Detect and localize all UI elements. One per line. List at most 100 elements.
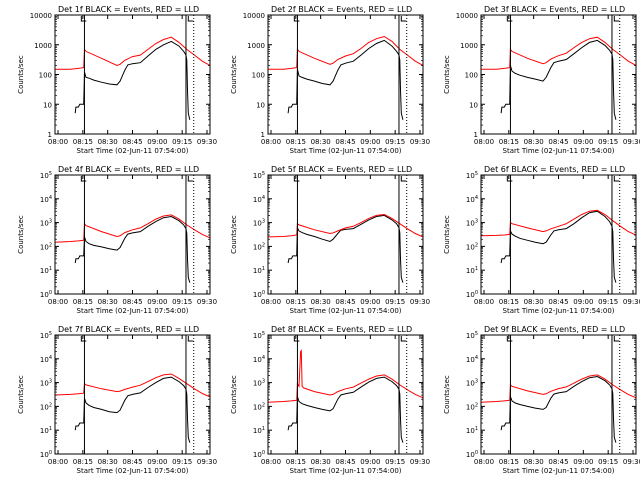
interval-flag (400, 176, 407, 182)
x-tick-label: 09:30 (623, 138, 640, 146)
interval-flag (400, 16, 407, 22)
x-tick-label: 08:45 (335, 298, 355, 306)
x-tick-label: 09:00 (573, 298, 593, 306)
panel-title: Det 5f BLACK = Events, RED = LLD (271, 165, 412, 174)
y-axis-title: Counts/sec (17, 55, 25, 94)
y-tick-label: 100 (39, 72, 52, 80)
x-tick-label: 08:45 (335, 458, 355, 466)
y-tick-label: 102 (253, 242, 265, 251)
y-tick-label: 105 (253, 171, 265, 180)
panel-title: Det 8f BLACK = Events, RED = LLD (271, 325, 412, 334)
y-tick-label: 105 (466, 171, 478, 180)
x-axis-title: Start Time (02-Jun-11 07:54:00) (503, 147, 615, 155)
x-tick-label: 09:00 (360, 138, 380, 146)
panel-title: Det 4f BLACK = Events, RED = LLD (58, 165, 199, 174)
x-tick-label: 09:30 (410, 138, 430, 146)
x-tick-label: 08:30 (311, 458, 331, 466)
events-series-line (500, 210, 617, 283)
x-tick-label: 08:45 (122, 298, 142, 306)
x-tick-label: 08:15 (73, 298, 93, 306)
y-tick-label: 100 (466, 450, 478, 459)
y-tick-label: 100 (252, 72, 265, 80)
x-tick-label: 09:00 (147, 138, 167, 146)
y-axis-title: Counts/sec (17, 375, 25, 414)
x-tick-label: 09:15 (172, 298, 192, 306)
x-tick-label: 08:15 (499, 298, 519, 306)
x-tick-label: 08:00 (474, 298, 494, 306)
x-tick-label: 08:00 (48, 138, 68, 146)
y-tick-label: 101 (466, 426, 478, 435)
panel-det-5: Det 5f BLACK = Events, RED = LLD 100 101 10… (230, 165, 430, 315)
x-tick-label: 08:45 (122, 458, 142, 466)
y-tick-label: 104 (40, 195, 52, 204)
y-tick-label: 1000 (247, 42, 265, 50)
panel-det-8: Det 8f BLACK = Events, RED = LLD 100 101 10… (230, 325, 430, 475)
x-tick-label: 08:30 (98, 138, 118, 146)
y-tick-label: 104 (466, 195, 478, 204)
events-series-line (74, 215, 191, 283)
y-tick-label: 101 (466, 266, 478, 275)
events-series-line (500, 375, 617, 443)
y-tick-label: 103 (40, 379, 52, 388)
x-tick-label: 08:00 (261, 298, 281, 306)
panel-det-3: Det 3f BLACK = Events, RED = LLD 1 10 100 10… (443, 5, 640, 155)
y-tick-label: 100 (40, 450, 52, 459)
y-tick-label: 104 (253, 195, 265, 204)
x-axis-title: Start Time (02-Jun-11 07:54:00) (290, 467, 402, 475)
y-tick-label: 104 (466, 355, 478, 364)
x-axis-title: Start Time (02-Jun-11 07:54:00) (77, 147, 189, 155)
interval-flag (506, 336, 513, 342)
x-tick-label: 09:15 (598, 138, 618, 146)
x-tick-label: 09:30 (197, 298, 217, 306)
interval-flag (80, 176, 87, 182)
x-tick-label: 08:00 (474, 458, 494, 466)
x-tick-label: 08:00 (474, 138, 494, 146)
x-tick-label: 08:15 (499, 138, 519, 146)
y-axis-title: Counts/sec (443, 215, 451, 254)
x-tick-label: 08:00 (48, 458, 68, 466)
y-axis-title: Counts/sec (230, 215, 238, 254)
x-tick-label: 09:00 (360, 458, 380, 466)
x-tick-label: 08:45 (335, 138, 355, 146)
lld-series-line (481, 374, 636, 403)
y-tick-label: 102 (253, 402, 265, 411)
panel-det-9: Det 9f BLACK = Events, RED = LLD 100 101 10… (443, 325, 640, 475)
x-tick-label: 09:15 (598, 458, 618, 466)
panel-title: Det 3f BLACK = Events, RED = LLD (484, 5, 625, 14)
x-tick-label: 08:30 (524, 138, 544, 146)
y-tick-label: 101 (40, 266, 52, 275)
x-tick-label: 08:15 (286, 138, 306, 146)
interval-flag (187, 336, 194, 342)
x-tick-label: 08:15 (286, 458, 306, 466)
panel-title: Det 9f BLACK = Events, RED = LLD (484, 325, 625, 334)
y-tick-label: 10 (43, 101, 52, 109)
y-tick-label: 105 (40, 171, 52, 180)
x-tick-label: 09:00 (360, 298, 380, 306)
x-tick-label: 08:30 (524, 458, 544, 466)
x-tick-label: 09:30 (197, 138, 217, 146)
y-axis-title: Counts/sec (443, 375, 451, 414)
y-tick-label: 100 (253, 290, 265, 299)
y-tick-label: 1000 (34, 42, 52, 50)
x-tick-label: 08:00 (48, 298, 68, 306)
y-tick-label: 10000 (243, 12, 265, 20)
interval-flag (187, 176, 194, 182)
panel-det-2: Det 2f BLACK = Events, RED = LLD 1 10 100 10… (230, 5, 430, 155)
x-tick-label: 09:00 (573, 458, 593, 466)
lld-series-line (268, 213, 423, 238)
y-tick-label: 103 (466, 379, 478, 388)
y-tick-label: 102 (466, 242, 478, 251)
y-tick-label: 105 (466, 331, 478, 340)
x-tick-label: 08:45 (548, 458, 568, 466)
y-tick-label: 10 (469, 101, 478, 109)
x-tick-label: 08:30 (98, 298, 118, 306)
interval-flag (293, 176, 300, 182)
y-axis-title: Counts/sec (17, 215, 25, 254)
y-axis-title: Counts/sec (230, 375, 238, 414)
interval-flag (613, 336, 620, 342)
panel-title: Det 1f BLACK = Events, RED = LLD (58, 5, 199, 14)
x-tick-label: 08:30 (311, 138, 331, 146)
interval-flag (506, 16, 513, 22)
x-tick-label: 09:15 (385, 458, 405, 466)
